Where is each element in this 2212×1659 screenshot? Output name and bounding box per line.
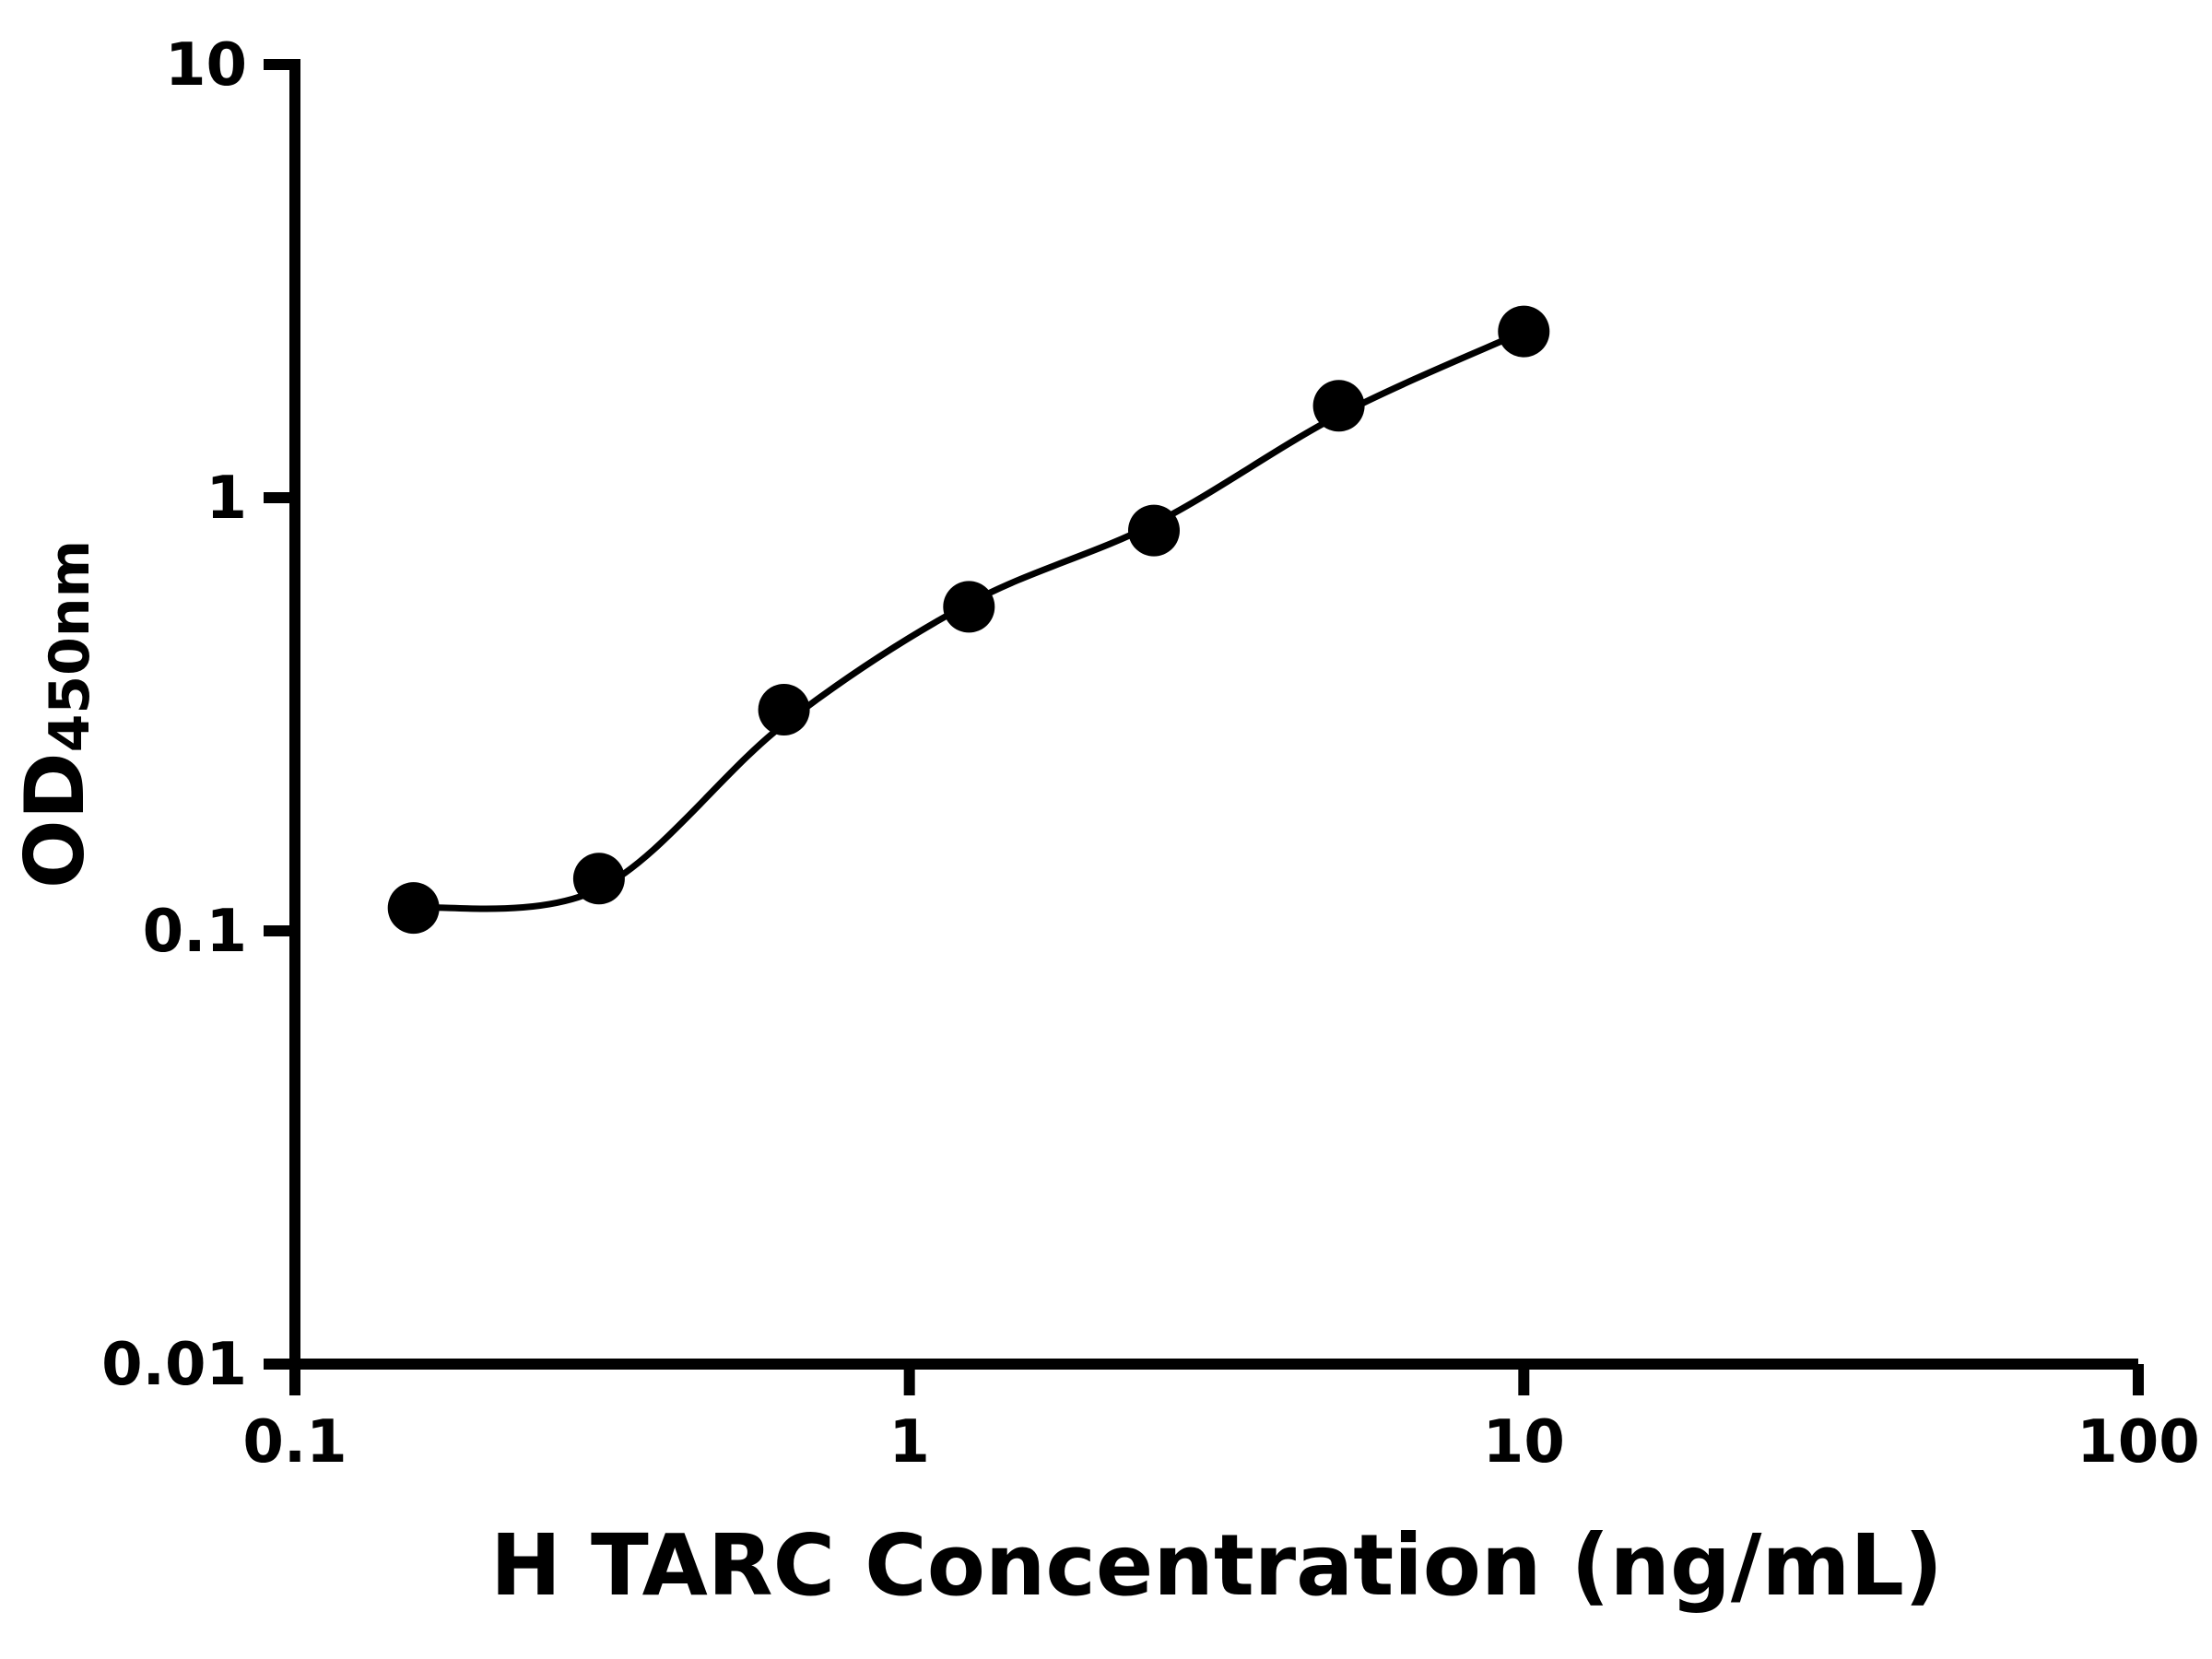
data-point (1498, 305, 1550, 358)
axis-spines (289, 59, 2138, 1370)
x-tick-label: 10 (1483, 1408, 1565, 1477)
x-tick-label: 100 (2077, 1408, 2200, 1477)
y-tick-label: 10 (165, 31, 247, 100)
y-tick-label: 1 (206, 465, 247, 533)
data-point (943, 581, 995, 633)
y-tick-label: 0.01 (101, 1331, 247, 1399)
data-point (572, 853, 625, 905)
y-axis-title-main: OD (7, 752, 102, 888)
x-tick-label: 0.1 (242, 1408, 347, 1477)
y-axis-title: OD450nm (7, 540, 102, 888)
data-point (1312, 380, 1365, 432)
data-point (387, 882, 440, 935)
data-point (1128, 504, 1180, 557)
y-axis-title-subscript: 450nm (38, 540, 102, 752)
data-point (758, 684, 810, 735)
y-tick-label: 0.1 (143, 898, 247, 966)
x-axis-title: H TARC Concentration (ng/mL) (490, 1516, 1943, 1615)
x-tick-label: 1 (888, 1408, 930, 1477)
